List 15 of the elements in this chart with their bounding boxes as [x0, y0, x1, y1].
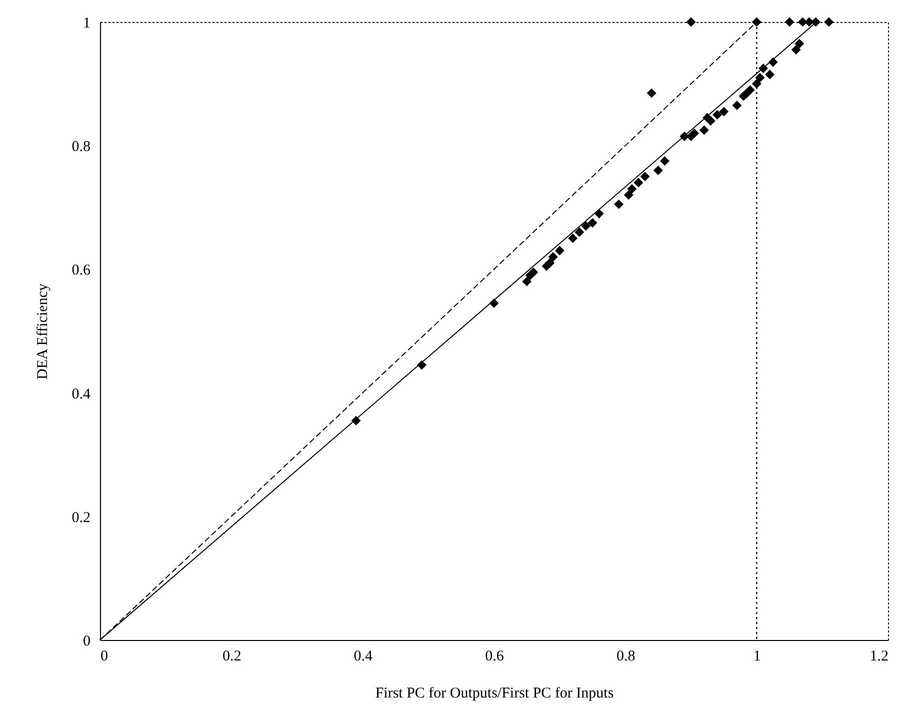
- x-tick-label: 0.8: [616, 648, 636, 664]
- y-tick-label: 0: [83, 634, 90, 650]
- x-tick-label: 0.4: [354, 648, 374, 664]
- y-tick-label: 0.4: [72, 386, 91, 402]
- y-tick-label: 0.8: [72, 139, 90, 156]
- x-tick-label: 1: [753, 648, 761, 664]
- x-axis-title: First PC for Outputs/First PC for Inputs: [375, 686, 614, 702]
- y-tick-label: 0.6: [72, 262, 91, 279]
- x-tick-label: 0: [100, 648, 108, 664]
- y-tick-label: 0.2: [72, 510, 90, 526]
- y-axis-title: DEA Efficiency: [34, 283, 51, 380]
- y-tick-label: 1: [83, 16, 90, 32]
- x-tick-label: 1.2: [870, 648, 888, 664]
- x-tick-label: 0.2: [222, 648, 242, 664]
- x-tick-label: 0.6: [485, 648, 504, 664]
